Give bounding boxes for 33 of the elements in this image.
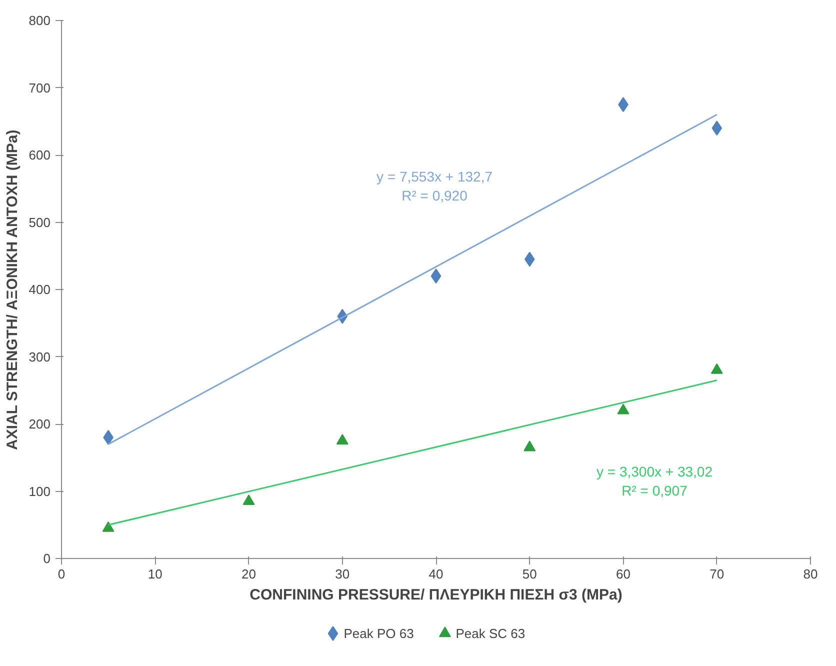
y-tick-label: 800 xyxy=(28,13,51,28)
point xyxy=(336,434,348,444)
annotation: y = 3,300x + 33,02 R² = 0,907 xyxy=(596,463,713,498)
point xyxy=(710,363,723,374)
x-tick-label: 0 xyxy=(58,566,66,582)
y-axis-title: AXIAL STRENGTH/ ΑΞΟΝΙΚΗ ΑΝΤΟΧΗ (MPa) xyxy=(4,130,21,450)
y-tick-label: 300 xyxy=(28,349,51,364)
legend-label: Peak SC 63 xyxy=(456,626,526,641)
point xyxy=(242,494,255,506)
y-tick-label: 400 xyxy=(28,282,51,297)
y-tick-label: 200 xyxy=(28,416,51,432)
point xyxy=(430,268,442,284)
point xyxy=(102,521,114,532)
x-axis-title: CONFINING PRESSURE/ ΠΛΕΥΡΙΚΗ ΠΙΕΣΗ σ3 (MPa) xyxy=(250,586,622,604)
legend-label: Peak PO 63 xyxy=(344,626,414,641)
point xyxy=(524,252,535,267)
y-tick-label: 700 xyxy=(28,80,51,96)
point xyxy=(712,120,722,136)
point xyxy=(524,440,536,452)
y-tick-label: 600 xyxy=(28,148,51,162)
x-tick-label: 70 xyxy=(710,566,724,582)
x-tick-label: 20 xyxy=(242,566,256,582)
x-tick-label: 60 xyxy=(616,566,630,582)
x-tick-label: 50 xyxy=(522,566,537,582)
point xyxy=(617,404,630,414)
y-tick-label: 500 xyxy=(28,214,51,230)
x-tick-label: 30 xyxy=(335,566,350,582)
y-tick-label: 100 xyxy=(28,484,51,499)
annotation: y = 7,553x + 132,7 R² = 0,920 xyxy=(376,168,493,204)
x-tick-label: 40 xyxy=(428,566,444,582)
y-tick-label: 0 xyxy=(43,551,51,566)
x-tick-label: 10 xyxy=(148,566,162,582)
x-tick-label: 80 xyxy=(803,566,818,582)
